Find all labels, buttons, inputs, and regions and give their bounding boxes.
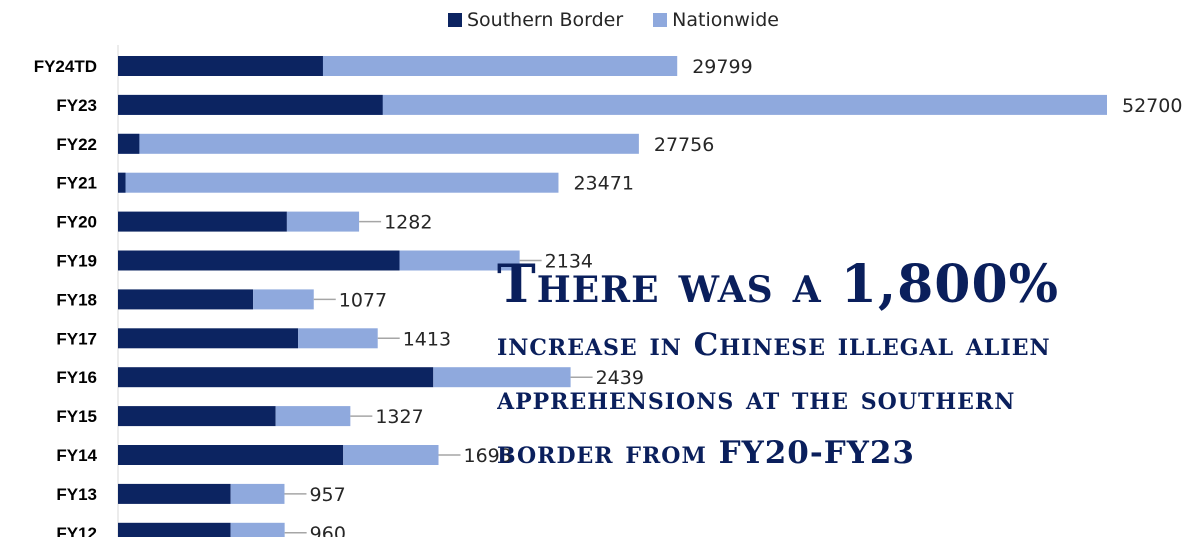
- category-label: FY15: [56, 407, 97, 426]
- category-label: FY19: [56, 252, 97, 271]
- legend-label-nationwide: Nationwide: [672, 9, 779, 31]
- category-label: FY16: [56, 368, 97, 387]
- legend-item-southern: Southern Border: [448, 9, 623, 31]
- legend-item-nationwide: Nationwide: [653, 9, 779, 31]
- category-label: FY12: [56, 524, 97, 537]
- data-label: 1693: [464, 445, 512, 467]
- legend-label-southern: Southern Border: [467, 9, 624, 31]
- category-label: FY14: [56, 446, 97, 465]
- bar-southern-border: [118, 522, 231, 537]
- callout-line-2: increase in Chinese illegal alien: [497, 327, 1051, 363]
- callout-line-4: border from FY20-FY23: [497, 435, 916, 471]
- category-label: FY23: [56, 96, 97, 115]
- bar-southern-border: [118, 211, 287, 232]
- bar-nationwide: [230, 483, 285, 504]
- bar-nationwide: [433, 367, 571, 388]
- legend-swatch-nationwide: [653, 13, 668, 27]
- category-label: FY13: [56, 485, 97, 504]
- callout-text: There was a 1,800% increase in Chinese i…: [497, 252, 1196, 480]
- category-label: FY18: [56, 290, 97, 309]
- data-label: 1077: [339, 289, 387, 311]
- category-label: FY17: [56, 329, 97, 348]
- data-label: 29799: [692, 56, 752, 78]
- data-label: 960: [310, 523, 346, 537]
- bar-southern-border: [118, 406, 276, 427]
- bar-nationwide: [118, 172, 559, 193]
- bar-southern-border: [118, 328, 299, 349]
- data-label: 52700: [1122, 95, 1182, 117]
- bar-nationwide: [118, 133, 639, 154]
- bar-southern-border: [118, 445, 344, 465]
- data-label: 2134: [545, 251, 593, 273]
- bar-southern-border: [118, 56, 323, 76]
- data-label: 23471: [573, 173, 633, 195]
- bar-nationwide: [399, 250, 520, 271]
- callout-line-3: apprehensions at the southern: [497, 381, 1016, 417]
- bar-nationwide: [343, 445, 439, 465]
- data-label: 957: [309, 484, 345, 506]
- bar-southern-border: [118, 250, 400, 271]
- category-label: FY22: [56, 135, 97, 154]
- bar-nationwide: [275, 406, 351, 427]
- bar-southern-border: [118, 94, 383, 115]
- bar-southern-border: [118, 172, 126, 193]
- data-label: 2439: [596, 367, 644, 389]
- legend-swatch-southern: [448, 13, 462, 27]
- bar-southern-border: [118, 133, 140, 154]
- data-label: 1327: [375, 406, 423, 428]
- bar-nationwide: [230, 522, 285, 537]
- category-label: FY21: [56, 174, 97, 193]
- bar-nationwide: [298, 328, 378, 349]
- bar-southern-border: [118, 367, 434, 388]
- bar-nationwide: [286, 211, 360, 232]
- bar-southern-border: [118, 483, 231, 504]
- data-label: 27756: [654, 134, 714, 156]
- category-label: FY24TD: [34, 57, 97, 76]
- bar-nationwide: [253, 289, 314, 310]
- data-label: 1413: [403, 328, 451, 350]
- callout-line-1: There was a 1,800%: [497, 254, 1060, 315]
- bar-southern-border: [118, 289, 254, 310]
- chart-legend: Southern Border Nationwide: [448, 9, 809, 31]
- category-label: FY20: [56, 213, 97, 232]
- data-label: 1282: [384, 212, 432, 234]
